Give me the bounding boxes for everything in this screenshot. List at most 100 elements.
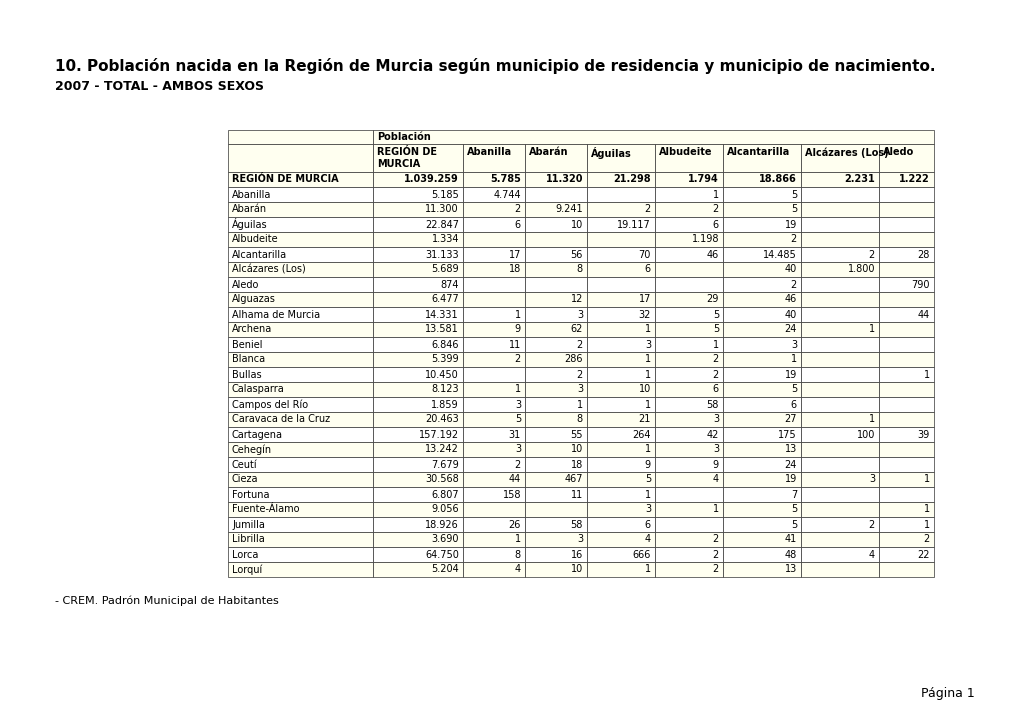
Bar — [228, 262, 373, 277]
Text: 29: 29 — [706, 294, 718, 305]
Text: 8: 8 — [515, 549, 521, 559]
Bar — [586, 292, 654, 307]
Text: Alcantarilla: Alcantarilla — [727, 147, 790, 157]
Text: Albudeite: Albudeite — [658, 147, 712, 157]
Text: 4.744: 4.744 — [493, 189, 521, 199]
Bar — [586, 427, 654, 442]
Text: 1: 1 — [923, 369, 929, 379]
Bar — [722, 517, 800, 532]
Bar — [800, 382, 878, 397]
Bar — [878, 307, 933, 322]
Bar — [654, 144, 722, 172]
Bar — [878, 322, 933, 337]
Bar — [878, 247, 933, 262]
Text: 41: 41 — [784, 534, 796, 544]
Text: 467: 467 — [564, 474, 583, 485]
Text: 17: 17 — [508, 250, 521, 259]
Text: 3: 3 — [790, 340, 796, 349]
Text: Ceutí: Ceutí — [231, 459, 258, 469]
Bar — [228, 502, 373, 517]
Bar — [878, 232, 933, 247]
Bar — [878, 532, 933, 547]
Bar — [654, 217, 722, 232]
Bar — [228, 547, 373, 562]
Text: 1: 1 — [644, 444, 650, 454]
Text: 32: 32 — [638, 310, 650, 320]
Bar — [722, 172, 800, 187]
Text: 55: 55 — [570, 430, 583, 439]
Bar — [800, 517, 878, 532]
Text: Águilas: Águilas — [590, 147, 631, 159]
Text: 8: 8 — [577, 264, 583, 274]
Bar — [800, 472, 878, 487]
Text: 5: 5 — [790, 204, 796, 215]
Text: Alcantarilla: Alcantarilla — [231, 250, 286, 259]
Text: - CREM. Padrón Municipal de Habitantes: - CREM. Padrón Municipal de Habitantes — [55, 595, 278, 606]
Text: 13.581: 13.581 — [425, 325, 459, 335]
Text: 2.231: 2.231 — [844, 174, 874, 184]
Bar — [800, 547, 878, 562]
Bar — [463, 517, 525, 532]
Bar — [800, 367, 878, 382]
Bar — [525, 367, 586, 382]
Bar — [228, 487, 373, 502]
Text: Lorquí: Lorquí — [231, 564, 262, 575]
Text: 2: 2 — [923, 534, 929, 544]
Text: 2: 2 — [712, 204, 718, 215]
Text: Cartagena: Cartagena — [231, 430, 282, 439]
Bar — [722, 144, 800, 172]
Bar — [800, 457, 878, 472]
Text: 31.133: 31.133 — [425, 250, 459, 259]
Bar — [800, 487, 878, 502]
Text: Bullas: Bullas — [231, 369, 261, 379]
Bar — [525, 427, 586, 442]
Bar — [800, 562, 878, 577]
Text: Fuente-Álamo: Fuente-Álamo — [231, 505, 300, 515]
Text: 44: 44 — [508, 474, 521, 485]
Bar — [373, 442, 463, 457]
Text: 22.847: 22.847 — [425, 220, 459, 230]
Text: 1: 1 — [923, 520, 929, 529]
Bar — [722, 562, 800, 577]
Bar — [878, 427, 933, 442]
Bar — [373, 382, 463, 397]
Text: 64.750: 64.750 — [425, 549, 459, 559]
Text: Abanilla: Abanilla — [231, 189, 271, 199]
Bar — [586, 502, 654, 517]
Bar — [463, 262, 525, 277]
Bar — [463, 144, 525, 172]
Bar — [525, 247, 586, 262]
Bar — [800, 532, 878, 547]
Text: Alguazas: Alguazas — [231, 294, 275, 305]
Bar — [463, 277, 525, 292]
Bar — [373, 217, 463, 232]
Bar — [722, 367, 800, 382]
Bar — [373, 562, 463, 577]
Bar — [373, 247, 463, 262]
Bar — [800, 217, 878, 232]
Bar — [228, 562, 373, 577]
Text: 5.185: 5.185 — [431, 189, 459, 199]
Text: 6: 6 — [515, 220, 521, 230]
Text: Cehegín: Cehegín — [231, 444, 272, 455]
Text: 874: 874 — [440, 279, 459, 289]
Bar — [654, 532, 722, 547]
Bar — [586, 397, 654, 412]
Text: 1: 1 — [644, 369, 650, 379]
Text: Fortuna: Fortuna — [231, 490, 269, 500]
Text: 13: 13 — [784, 444, 796, 454]
Text: Campos del Río: Campos del Río — [231, 400, 308, 410]
Bar — [878, 442, 933, 457]
Text: 5: 5 — [515, 415, 521, 425]
Bar — [228, 247, 373, 262]
Text: 5: 5 — [790, 384, 796, 395]
Bar — [878, 292, 933, 307]
Bar — [586, 442, 654, 457]
Text: 19.117: 19.117 — [616, 220, 650, 230]
Bar — [586, 367, 654, 382]
Bar — [228, 472, 373, 487]
Text: 21: 21 — [638, 415, 650, 425]
Text: 11: 11 — [571, 490, 583, 500]
Text: Calasparra: Calasparra — [231, 384, 284, 395]
Bar — [800, 144, 878, 172]
